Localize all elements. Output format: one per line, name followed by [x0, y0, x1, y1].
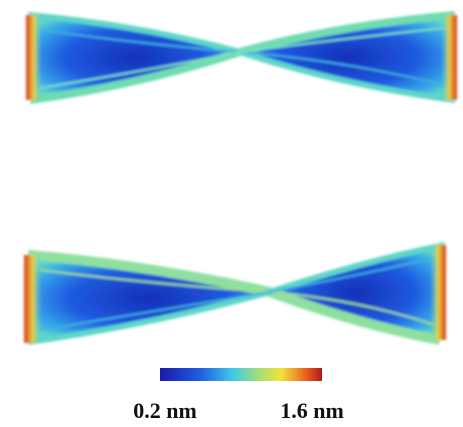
- figure: 0.2 nm 1.6 nm: [0, 0, 463, 427]
- colorbar-max-label: 1.6 nm: [280, 398, 344, 423]
- colorbar-min-label: 0.2 nm: [133, 398, 197, 423]
- colorbar: [160, 368, 322, 381]
- bottom-ribbon: [24, 245, 446, 343]
- top-ribbon: [26, 15, 457, 100]
